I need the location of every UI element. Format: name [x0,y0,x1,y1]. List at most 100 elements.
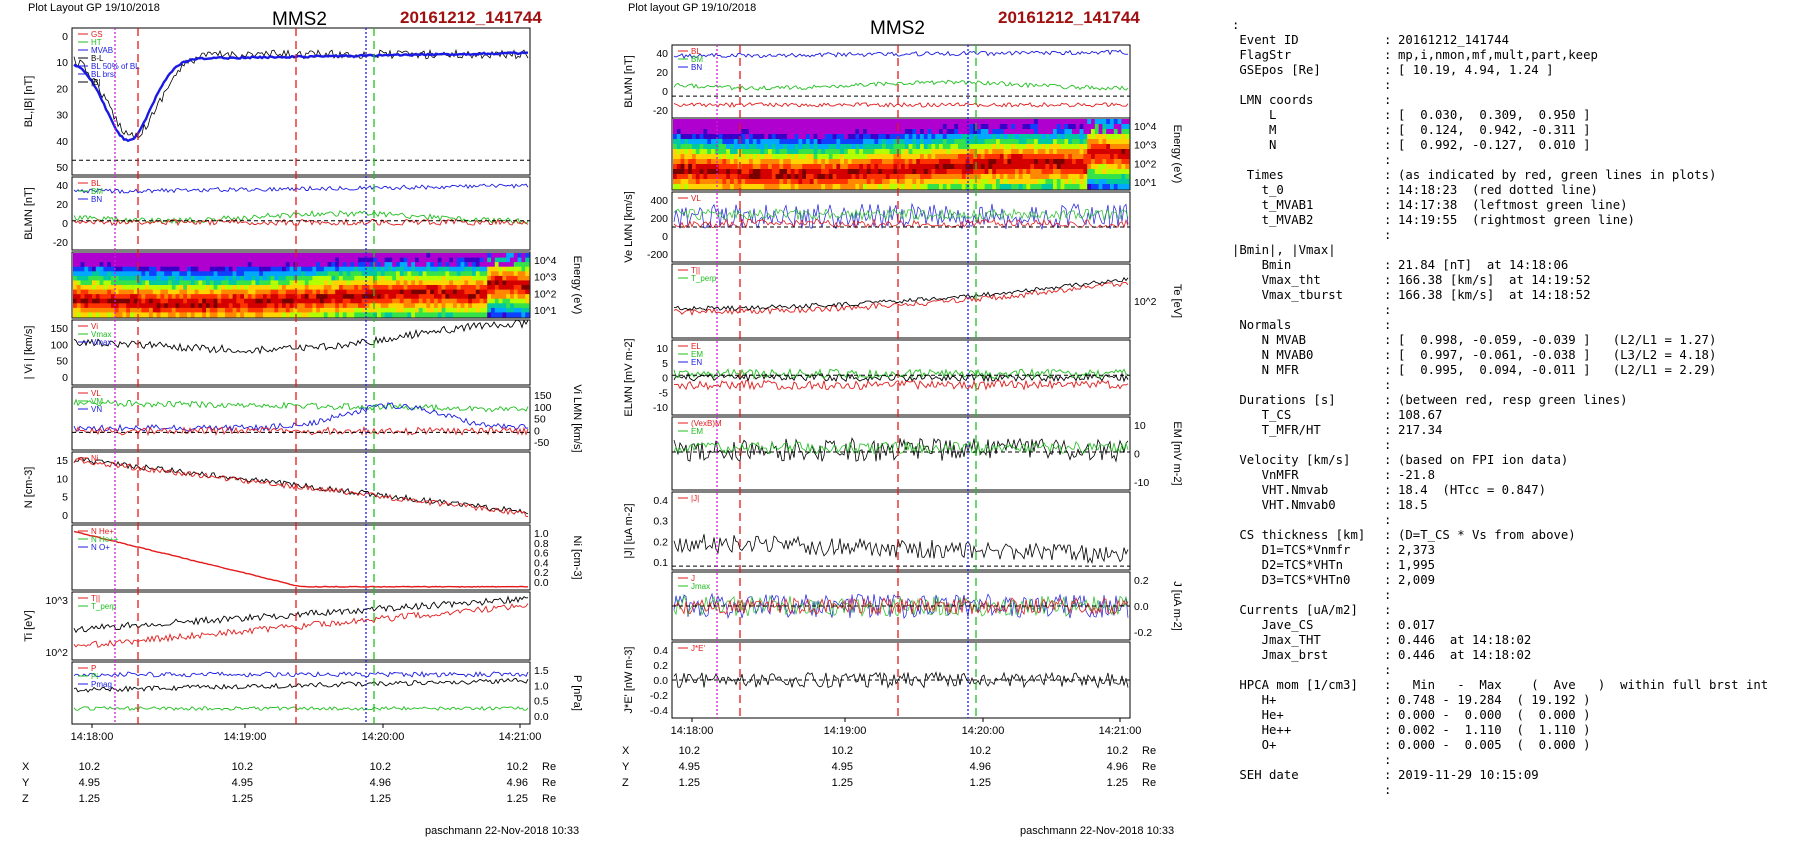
spectrogram-cell [331,271,336,277]
spectrogram-cell [741,169,746,175]
spectrogram-cell [1030,169,1035,175]
spectrogram-cell [946,144,951,150]
spectrogram-cell [498,266,503,272]
spectrogram-cell [418,294,423,300]
spectrogram-cell [183,257,188,263]
spectrogram-cell [1041,134,1046,140]
spectrogram-cell [1098,124,1103,130]
spectrogram-cell [517,275,522,281]
spectrogram-cell [171,280,176,286]
spectrogram-cell [525,266,530,272]
spectrogram-cell [118,312,123,318]
spectrogram-cell [437,285,442,290]
spectrogram-cell [813,144,818,150]
spectrogram-cell [730,124,735,130]
spectrogram-cell [821,129,826,135]
panel-frame [71,27,531,176]
spectrogram-cell [992,174,997,180]
spectrogram-cell [278,303,283,309]
spectrogram-cell [984,169,989,175]
spectrogram-cell [844,169,849,175]
summary-value: [ 10.19, 4.94, 1.24 ] [1398,63,1554,77]
spectrogram-cell [209,257,214,263]
spectrogram-cell [259,280,264,286]
spectrogram-cell [502,262,507,268]
spectrogram-cell [468,262,473,268]
spectrogram-cell [418,253,423,258]
spectrogram-cell [1056,139,1061,145]
spectrogram-cell [179,253,184,258]
spectrogram-cell [411,307,416,313]
spectrogram-cell [194,294,199,300]
spectrogram-cell [491,257,496,263]
spectrogram-cell [798,124,803,130]
spectrogram-cell [255,275,260,281]
spectrogram-cell [228,257,233,263]
spectrogram-cell [726,184,731,190]
spectrogram-cell [787,179,792,185]
y-tick-label: 10^1 [534,305,557,317]
spectrogram-cell [1117,129,1122,135]
spectrogram-cell [339,294,344,300]
spectrogram-cell [308,307,313,313]
spectrogram-cell [361,253,366,258]
spectrogram-cell [1015,154,1020,160]
spectrogram-cell [479,266,484,272]
y-axis-label: BLMN [nT] [623,55,635,108]
legend-label: VL [691,194,701,203]
spectrogram-cell [259,266,264,272]
spectrogram-cell [840,139,845,145]
summary-colon: : [1384,63,1392,77]
summary-value: mp,i,nmon,mf,mult,part,keep [1398,48,1598,62]
spectrogram-cell [1098,179,1103,185]
spectrogram-cell [692,149,697,155]
spectrogram-cell [741,144,746,150]
spectrogram-cell [369,289,374,295]
spectrogram-cell [479,312,484,318]
spectrogram-cell [434,266,439,272]
spectrogram-cell [460,280,465,286]
spectrogram-cell [1098,184,1103,190]
summary-value: 166.38 [km/s] at 14:18:52 [1398,288,1591,302]
spectrogram-cell [999,174,1004,180]
spectrogram-cell [908,149,913,155]
spectrogram-cell [175,294,180,300]
summary-value: 0.002 - 1.110 ( 1.110 ) [1398,723,1591,737]
spectrogram-cell [961,174,966,180]
spectrogram-cell [270,275,275,281]
spectrogram-cell [1094,179,1099,185]
spectrogram-cell [950,149,955,155]
summary-row: Durations [s]: (between red, resp green l… [1232,393,1802,408]
spectrogram-cell [285,307,290,313]
spectrogram-cell [859,119,864,125]
position-value: 1.25 [1107,777,1128,789]
spectrogram-cell [244,298,249,304]
y-tick-label: 10 [1134,420,1146,432]
spectrogram-cell [342,312,347,318]
spectrogram-cell [434,312,439,318]
spectrogram-cell [278,271,283,277]
spectrogram-cell [494,298,499,304]
spectrogram-cell [703,144,708,150]
spectrogram-cell [889,174,894,180]
spectrogram-cell [168,298,173,304]
spectrogram-cell [247,298,252,304]
y-tick-label: 150 [50,323,68,335]
summary-value: 2,009 [1398,573,1436,587]
spectrogram-cell [673,169,678,175]
spectrogram-cell [145,266,150,272]
spectrogram-cell [817,139,822,145]
y-tick-label: 50 [56,162,68,174]
position-value: 4.96 [370,777,391,789]
spectrogram-cell [133,298,138,304]
spectrogram-cell [684,154,689,160]
spectrogram-cell [901,159,906,165]
spectrogram-cell [882,149,887,155]
y-axis-label: Ve LMN [km/s] [623,191,635,263]
spectrogram-cell [866,154,871,160]
spectrogram-cell [1075,164,1080,170]
spectrogram-cell [973,139,978,145]
spectrogram-cell [198,253,203,258]
spectrogram-cell [430,280,435,286]
spectrogram-cell [270,312,275,318]
